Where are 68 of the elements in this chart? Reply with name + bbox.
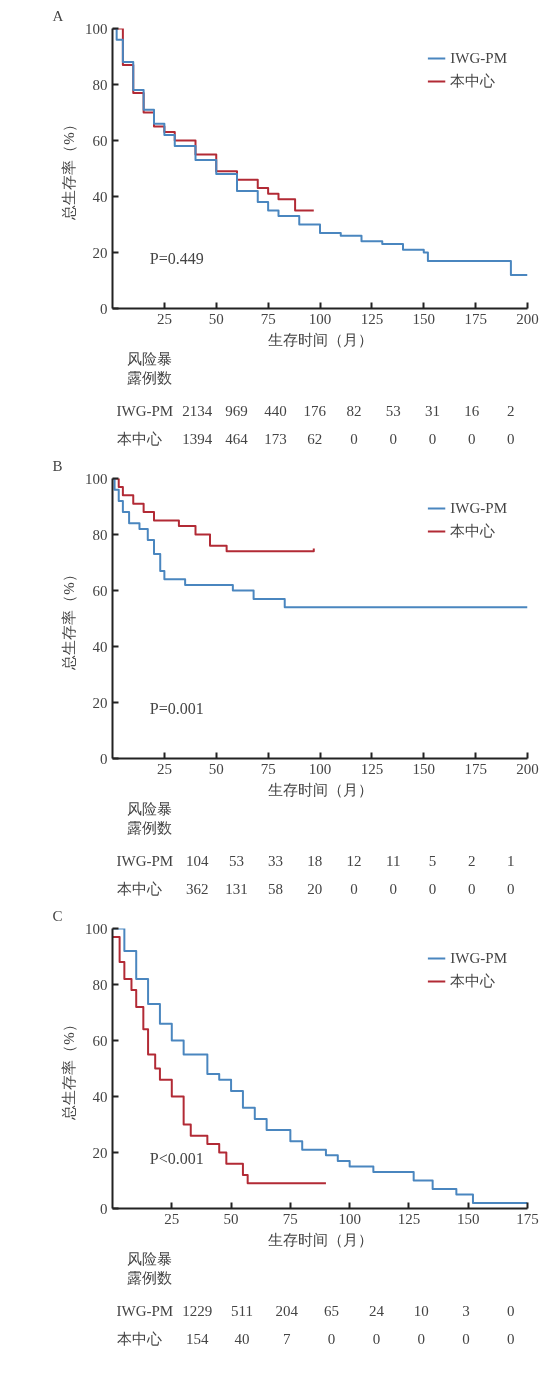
text: IWG-PM 2134 969 440 176 82 53 31 16 2 <box>116 402 515 419</box>
chart-title: A <box>52 7 64 24</box>
x-tick-label: 175 <box>464 310 487 327</box>
x-tick-label: 25 <box>164 1210 180 1227</box>
x-tick-label: 125 <box>360 760 384 777</box>
y-tick-label: 60 <box>92 582 108 599</box>
text: 本中心 1394 464 173 62 0 0 0 0 0 <box>116 430 515 447</box>
y-tick-label: 40 <box>92 638 108 655</box>
y-tick-label: 80 <box>92 526 108 543</box>
x-tick-label: 200 <box>516 760 539 777</box>
x-tick-label: 100 <box>308 310 332 327</box>
y-axis-title: 总生存率（%） <box>61 1017 77 1121</box>
x-tick-label: 100 <box>338 1210 361 1227</box>
x-axis-title: 生存时间（月） <box>267 781 373 798</box>
y-tick-label: 100 <box>85 20 108 37</box>
x-tick-label: 125 <box>397 1210 421 1227</box>
chart-title: B <box>52 457 63 474</box>
x-tick-label: 75 <box>282 1210 298 1227</box>
x-tick-label: 25 <box>156 760 172 777</box>
text: IWG-PM 1229 511 204 65 24 10 3 0 <box>116 1302 515 1319</box>
x-tick-label: 175 <box>464 760 487 777</box>
annotation: P<0.001 <box>149 1149 204 1167</box>
legend-label: IWG-PM <box>450 949 507 967</box>
y-tick-label: 20 <box>92 244 108 261</box>
x-tick-label: 75 <box>260 310 276 327</box>
legend-label: 本中心 <box>450 71 496 91</box>
legend-label: 本中心 <box>450 971 496 991</box>
y-tick-label: 20 <box>92 1144 108 1161</box>
x-tick-label: 150 <box>456 1210 480 1227</box>
chart-title: C <box>52 907 63 924</box>
y-tick-label: 60 <box>92 132 108 149</box>
y-tick-label: 40 <box>92 1088 108 1105</box>
y-tick-label: 80 <box>92 976 108 993</box>
x-tick-label: 150 <box>412 760 435 777</box>
y-tick-label: 0 <box>100 300 108 317</box>
x-axis-title: 生存时间（月） <box>267 1231 373 1248</box>
x-tick-label: 75 <box>260 760 276 777</box>
annotation: P=0.449 <box>149 249 204 267</box>
legend-label: IWG-PM <box>450 499 507 517</box>
y-tick-label: 40 <box>92 188 108 205</box>
y-axis-title: 总生存率（%） <box>61 567 77 671</box>
y-tick-label: 100 <box>85 920 108 937</box>
y-tick-label: 0 <box>100 1200 108 1217</box>
y-tick-label: 60 <box>92 1032 108 1049</box>
legend-label: 本中心 <box>450 521 496 541</box>
x-tick-label: 175 <box>516 1210 539 1227</box>
legend-label: IWG-PM <box>450 49 507 67</box>
x-tick-label: 100 <box>308 760 332 777</box>
y-tick-label: 100 <box>85 470 108 487</box>
annotation: P=0.001 <box>149 699 204 717</box>
text: 风险暴露例数 <box>126 801 172 837</box>
text: 风险暴露例数 <box>126 351 172 387</box>
x-tick-label: 200 <box>516 310 539 327</box>
y-tick-label: 0 <box>100 750 108 767</box>
x-axis-title: 生存时间（月） <box>267 331 373 348</box>
text: 本中心 362 131 58 20 0 0 0 0 0 <box>116 880 515 897</box>
y-tick-label: 20 <box>92 694 108 711</box>
x-tick-label: 125 <box>360 310 384 327</box>
text: 风险暴露例数 <box>126 1251 172 1287</box>
x-tick-label: 25 <box>156 310 172 327</box>
text: 本中心 154 40 7 0 0 0 0 0 <box>116 1330 515 1347</box>
y-axis-title: 总生存率（%） <box>61 117 77 221</box>
y-tick-label: 80 <box>92 76 108 93</box>
x-tick-label: 50 <box>223 1210 239 1227</box>
x-tick-label: 150 <box>412 310 435 327</box>
x-tick-label: 50 <box>208 760 224 777</box>
x-tick-label: 50 <box>208 310 224 327</box>
text: IWG-PM 104 53 33 18 12 11 5 2 1 <box>116 852 515 869</box>
